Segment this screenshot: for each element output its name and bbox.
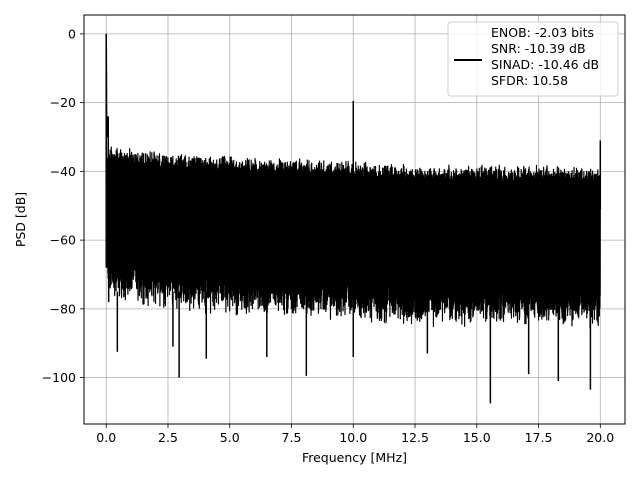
y-axis: 0 −20 −40 −60 −80 −100 (42, 26, 84, 385)
x-tick-label: 0.0 (96, 430, 116, 445)
x-tick-label: 17.5 (525, 430, 553, 445)
x-tick-label: 7.5 (282, 430, 302, 445)
y-tick-label: −100 (42, 370, 76, 385)
x-tick-label: 5.0 (220, 430, 240, 445)
x-tick-label: 20.0 (586, 430, 614, 445)
psd-dc-spike (105, 33, 110, 302)
x-tick-label: 15.0 (463, 430, 491, 445)
legend-entry: SNR: -10.39 dB (491, 41, 586, 56)
y-tick-label: −20 (50, 95, 76, 110)
legend-box (447, 21, 619, 97)
y-tick-label: 0 (68, 26, 76, 41)
x-tick-label: 2.5 (158, 430, 178, 445)
y-tick-label: −60 (50, 233, 76, 248)
x-tick-label: 12.5 (401, 430, 429, 445)
x-axis-label: Frequency [MHz] (302, 450, 407, 465)
legend-entry: SINAD: -10.46 dB (491, 57, 599, 72)
legend-entry: ENOB: -2.03 bits (491, 25, 594, 40)
x-axis: 0.0 2.5 5.0 7.5 10.0 12.5 15.0 17.5 20.0 (96, 424, 614, 445)
x-tick-label: 10.0 (339, 430, 367, 445)
y-tick-label: −40 (50, 164, 76, 179)
y-axis-label: PSD [dB] (13, 192, 28, 247)
plot-area (105, 33, 602, 404)
legend-entry: SFDR: 10.58 (491, 73, 568, 88)
axes-frame (83, 14, 626, 425)
y-tick-label: −80 (50, 301, 76, 316)
